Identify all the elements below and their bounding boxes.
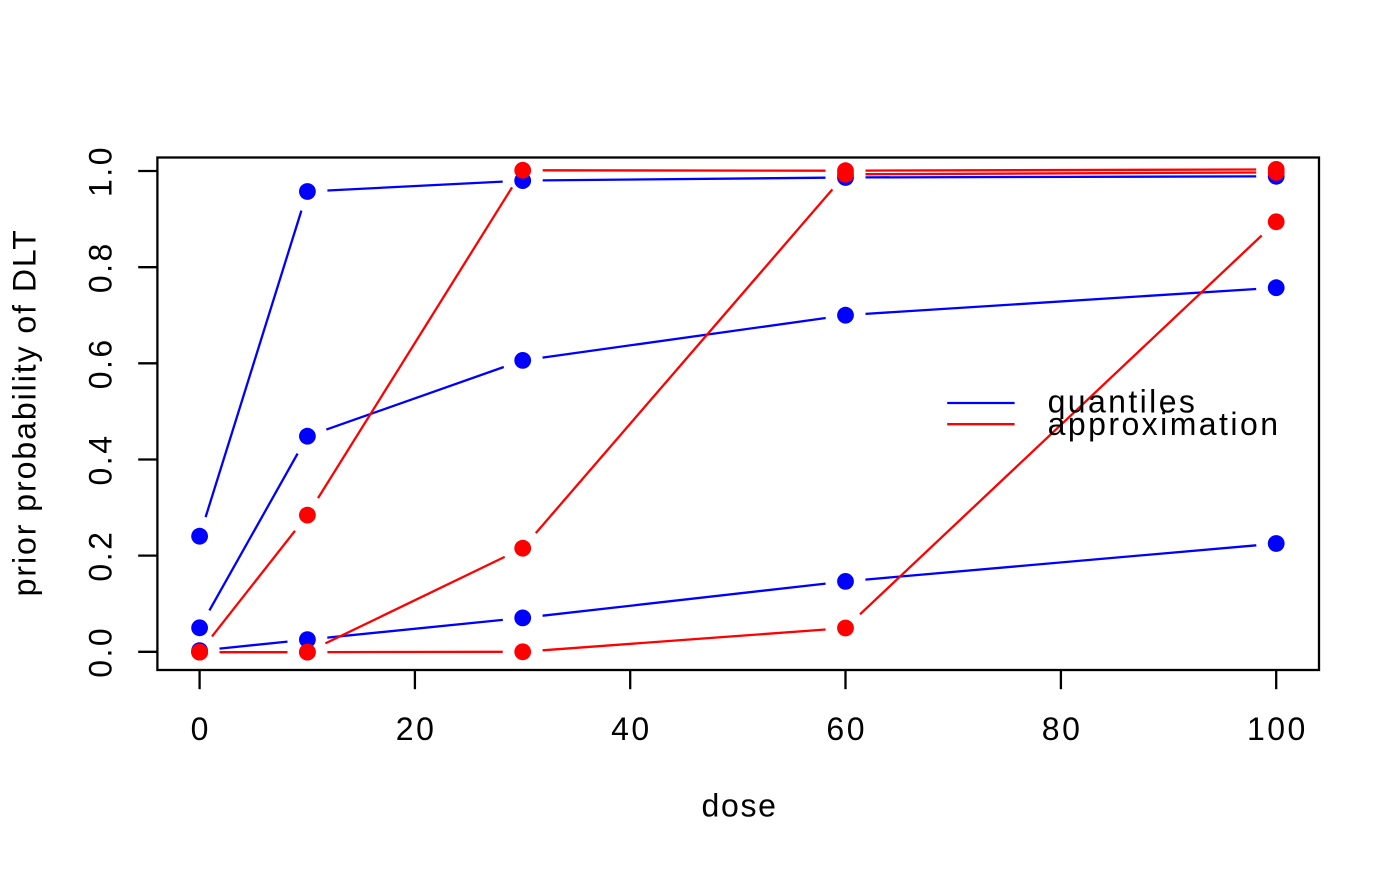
svg-text:60: 60 xyxy=(826,711,867,747)
svg-text:0.2: 0.2 xyxy=(82,530,118,582)
svg-text:0.6: 0.6 xyxy=(82,337,118,389)
svg-text:80: 80 xyxy=(1042,711,1083,747)
svg-text:40: 40 xyxy=(611,711,652,747)
svg-text:prior probability of DLT: prior probability of DLT xyxy=(6,228,42,596)
svg-text:approximation: approximation xyxy=(1048,406,1281,442)
svg-text:dose: dose xyxy=(701,787,777,823)
svg-text:0: 0 xyxy=(191,711,211,747)
svg-text:100: 100 xyxy=(1247,711,1308,747)
svg-text:0.4: 0.4 xyxy=(82,434,118,486)
svg-text:1.0: 1.0 xyxy=(82,145,118,197)
svg-text:20: 20 xyxy=(396,711,437,747)
svg-text:0.0: 0.0 xyxy=(82,626,118,678)
svg-text:0.8: 0.8 xyxy=(82,241,118,293)
